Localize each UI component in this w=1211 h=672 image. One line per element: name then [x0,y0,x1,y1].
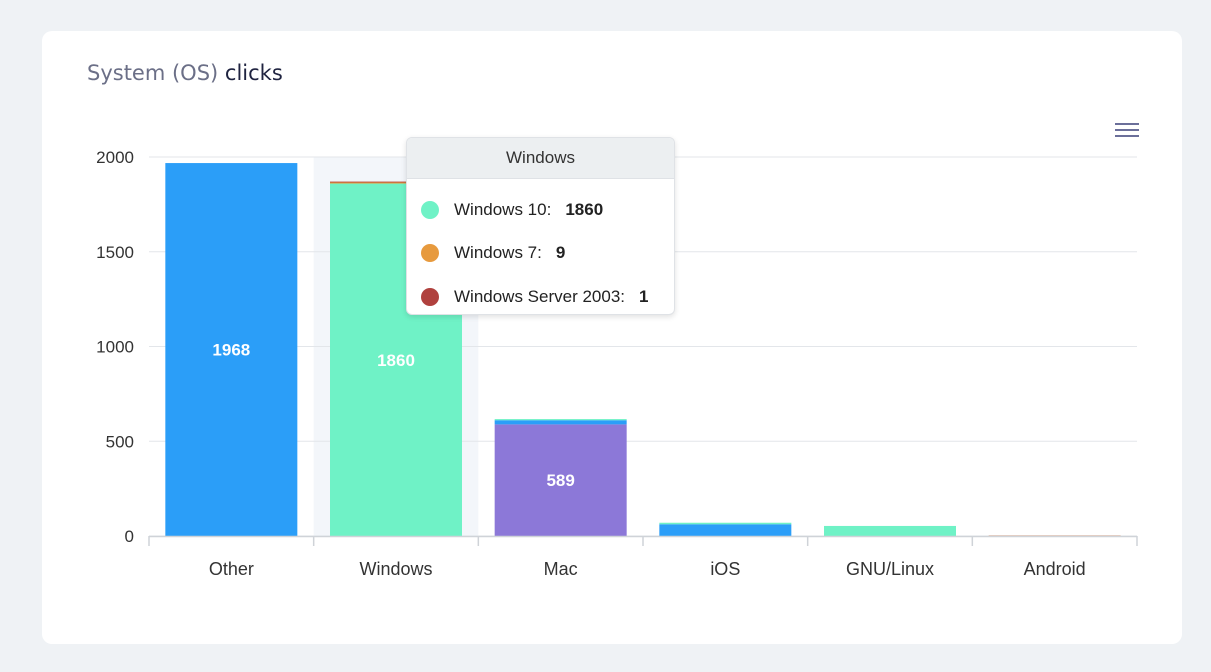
bar-segment [494,424,627,536]
x-tick-label: Other [209,559,254,579]
tooltip-row-value: 9 [555,243,566,262]
data-label: 1968 [212,341,250,360]
series-dot-icon [421,244,439,262]
tooltip-row-value: 1860 [565,200,604,219]
x-tick-label: Android [1024,559,1086,579]
tooltip-row-label: Windows 7: [454,243,542,262]
x-tick-label: iOS [710,559,740,579]
bar-segment [165,163,298,536]
bar-segment [988,535,1121,536]
series-dot-icon [421,201,439,219]
series-dot-icon [421,288,439,306]
y-tick-label: 500 [106,432,134,451]
y-tick-label: 1000 [96,338,134,357]
tooltip-row-windows-10: Windows 10: 1860 [421,198,603,222]
tooltip-row-windows-7: Windows 7: 9 [421,241,565,265]
bar-segment [494,419,627,421]
bar-segment [330,181,462,183]
bar-segment [824,525,956,536]
x-tick-label: Windows [359,559,432,579]
x-tick-label: GNU/Linux [846,559,934,579]
os-clicks-chart: 0 500 1000 1500 2000 1968 1860 589 Other Windows M… [96,148,1138,579]
tooltip-title: Windows [407,138,674,179]
tooltip-row-value: 1 [639,287,649,306]
tooltip-row-windows-server-2003: Windows Server 2003: 1 [421,285,649,309]
bar-segment [659,524,792,536]
card-title-strong: clicks [224,61,283,85]
tooltip-row-label: Windows Server 2003: [454,287,626,306]
data-label: 589 [546,471,574,490]
y-tick-label: 0 [125,527,134,546]
bar-segment [659,522,792,525]
card-title-light: System (OS) [87,61,219,85]
hamburger-menu-icon[interactable] [1115,123,1139,141]
bar-segment [330,181,462,184]
y-tick-label: 1500 [96,243,134,262]
data-label: 1860 [377,351,415,370]
chart-card: System (OS) clicks 0 500 1000 1500 2000 1968 1… [42,31,1182,644]
x-tick-label: Mac [544,559,578,579]
card-title: System (OS) clicks [87,61,283,85]
chart-tooltip: Windows Windows 10: 1860 Windows 7: 9 Wi… [406,137,675,315]
tooltip-row-label: Windows 10: [454,200,552,219]
bar-segment [494,420,627,425]
y-tick-label: 2000 [96,148,134,167]
